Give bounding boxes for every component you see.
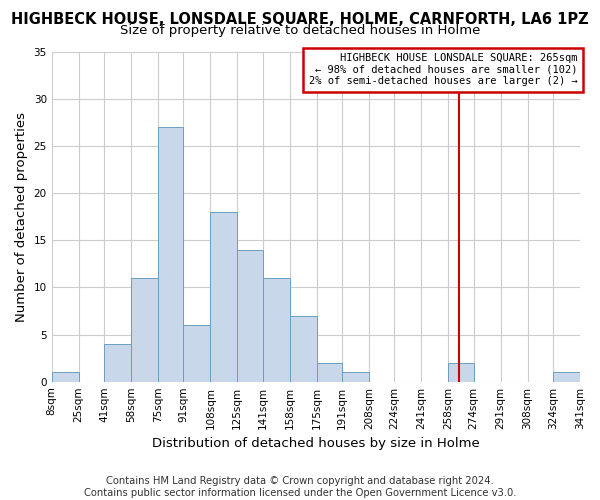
Text: HIGHBECK HOUSE LONSDALE SQUARE: 265sqm
← 98% of detached houses are smaller (102: HIGHBECK HOUSE LONSDALE SQUARE: 265sqm ←… [308,53,577,86]
Y-axis label: Number of detached properties: Number of detached properties [15,112,28,322]
Bar [131,278,158,382]
Text: HIGHBECK HOUSE, LONSDALE SQUARE, HOLME, CARNFORTH, LA6 1PZ: HIGHBECK HOUSE, LONSDALE SQUARE, HOLME, … [11,12,589,28]
Text: Contains HM Land Registry data © Crown copyright and database right 2024.
Contai: Contains HM Land Registry data © Crown c… [84,476,516,498]
Bar [290,316,317,382]
X-axis label: Distribution of detached houses by size in Holme: Distribution of detached houses by size … [152,437,480,450]
Bar [553,372,580,382]
Bar [263,278,290,382]
Bar [342,372,369,382]
Bar [52,372,79,382]
Bar [317,363,342,382]
Text: Size of property relative to detached houses in Holme: Size of property relative to detached ho… [120,24,480,37]
Bar [237,250,263,382]
Bar [104,344,131,382]
Bar [158,127,184,382]
Bar [448,363,473,382]
Bar [211,212,237,382]
Bar [184,325,211,382]
